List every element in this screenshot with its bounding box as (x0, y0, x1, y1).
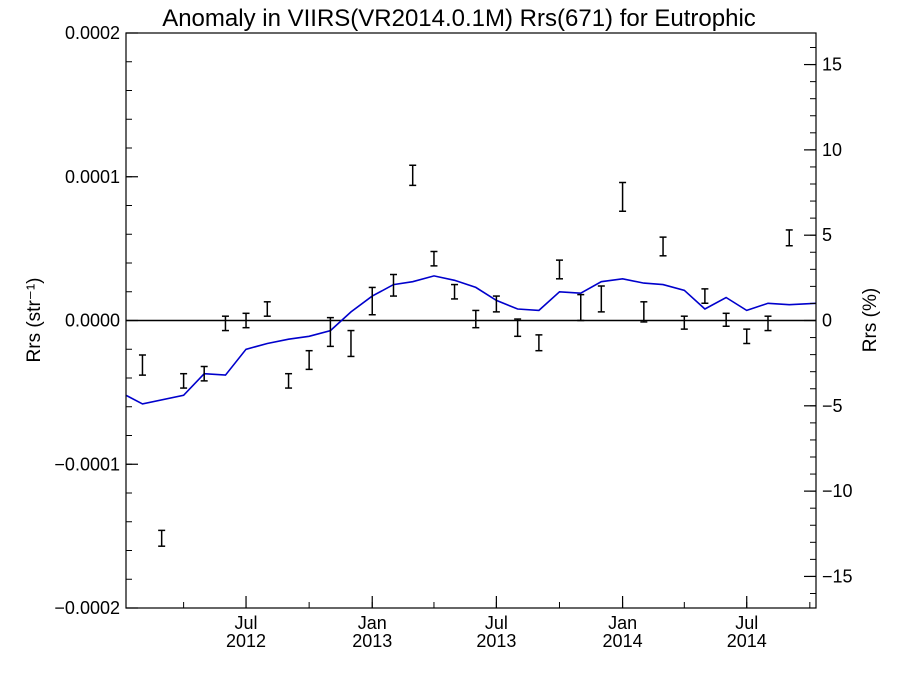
error-bar (285, 372, 293, 389)
error-bar (347, 329, 355, 358)
error-bar (619, 181, 627, 212)
error-bar (640, 301, 648, 323)
anomaly-line-layer (125, 275, 817, 405)
error-bar (158, 529, 166, 547)
error-bar (701, 288, 709, 304)
error-bar (722, 312, 730, 327)
x-tick-month-label: Jul (485, 613, 508, 633)
error-bar (200, 365, 208, 382)
error-bar (430, 250, 438, 267)
right-tick-label: −5 (822, 396, 843, 416)
x-tick-month-label: Jan (608, 613, 637, 633)
error-bar (326, 316, 334, 348)
error-bar (451, 283, 459, 300)
x-tick-month-label: Jul (235, 613, 258, 633)
error-bar (221, 315, 229, 332)
x-tick-year-label: 2013 (476, 631, 516, 651)
right-tick-label: 15 (822, 55, 842, 75)
left-tick-label: 0.0002 (65, 23, 120, 43)
error-bar (472, 309, 480, 329)
error-bar (138, 354, 146, 376)
x-tick-month-label: Jul (735, 613, 758, 633)
chart-title: Anomaly in VIIRS(VR2014.0.1M) Rrs(671) f… (162, 5, 756, 32)
error-bar (180, 372, 188, 389)
left-tick-label: 0.0000 (65, 311, 120, 331)
error-bar (659, 236, 667, 257)
error-bar (514, 318, 522, 338)
x-tick-year-label: 2014 (603, 631, 643, 651)
error-bar (263, 301, 271, 317)
x-tick-year-label: 2013 (352, 631, 392, 651)
error-bar (555, 259, 563, 280)
error-bar (305, 349, 313, 371)
error-bar (785, 229, 793, 247)
right-y-axis: −15 −10 −5 0 5 10 15 (804, 47, 853, 594)
x-tick-year-label: 2012 (226, 631, 266, 651)
y-axis-label-right: Rrs (%) (860, 288, 881, 352)
error-bar (389, 273, 397, 297)
error-bar (597, 285, 605, 313)
error-bar (242, 312, 250, 329)
right-tick-label: −10 (822, 481, 853, 501)
x-tick-year-label: 2014 (727, 631, 767, 651)
error-bar (368, 286, 376, 316)
right-tick-label: 10 (822, 140, 842, 160)
right-tick-label: 5 (822, 225, 832, 245)
right-tick-label: 0 (822, 311, 832, 331)
error-bar (743, 328, 751, 345)
right-tick-label: −15 (822, 566, 853, 586)
left-y-axis: −0.0002 −0.0001 0.0000 0.0001 0.0002 (54, 23, 138, 618)
x-tick-month-label: Jan (358, 613, 387, 633)
errorbar-layer (138, 164, 793, 547)
left-tick-label: −0.0002 (54, 598, 120, 618)
y-axis-label-left: Rrs (str⁻¹) (24, 278, 45, 363)
error-bar (764, 315, 772, 332)
error-bar (409, 164, 417, 187)
error-bar (680, 315, 688, 330)
error-bar (535, 334, 543, 352)
anomaly-line (125, 275, 817, 405)
left-tick-label: −0.0001 (54, 454, 120, 474)
left-tick-label: 0.0001 (65, 167, 120, 187)
error-bar (492, 295, 500, 313)
error-bar (577, 293, 585, 322)
